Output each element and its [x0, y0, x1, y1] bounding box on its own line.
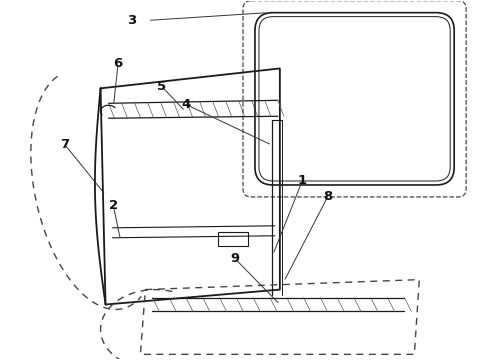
Bar	[218, 232, 248, 246]
Text: 3: 3	[127, 14, 136, 27]
Text: 7: 7	[60, 138, 69, 150]
Text: 9: 9	[231, 252, 240, 265]
Text: 8: 8	[323, 190, 333, 203]
Text: 4: 4	[182, 98, 191, 111]
Text: 2: 2	[109, 199, 118, 212]
Text: 5: 5	[157, 80, 167, 93]
Text: 1: 1	[298, 174, 307, 186]
Text: 6: 6	[114, 57, 122, 70]
